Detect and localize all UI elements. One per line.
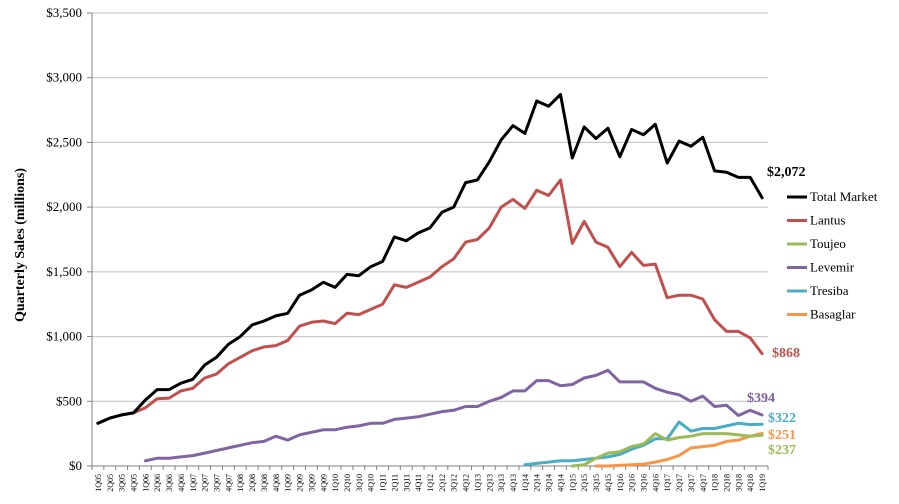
- end-label-tresiba: $322: [768, 411, 796, 426]
- x-tick-label: 3Q07: [213, 474, 222, 492]
- y-tick-label: $1,500: [46, 264, 82, 279]
- x-tick-label: 2Q18: [722, 474, 731, 492]
- x-tick-label: 1Q08: [236, 474, 245, 492]
- x-tick-label: 2Q17: [675, 474, 684, 492]
- x-tick-label: 1Q11: [379, 474, 388, 491]
- x-tick-label: 3Q18: [734, 474, 743, 492]
- y-tick-label: $0: [69, 458, 82, 473]
- x-tick-label: 2Q06: [153, 474, 162, 492]
- x-tick-label: 4Q16: [651, 474, 660, 492]
- series-line-toujeo: [570, 432, 764, 468]
- y-axis-label: Quarterly Sales (millions): [13, 168, 28, 322]
- x-tick-label: 2Q15: [580, 474, 589, 492]
- y-tick-label: $2,500: [46, 134, 82, 149]
- x-tick-label: 1Q10: [331, 474, 340, 492]
- x-tick-label: 1Q07: [189, 474, 198, 492]
- x-tick-label: 3Q11: [402, 474, 411, 491]
- x-tick-label: 3Q15: [592, 474, 601, 492]
- series-line-levemir: [143, 368, 764, 463]
- y-tick-label: $3,500: [46, 5, 82, 20]
- series-line-lantus: [96, 178, 764, 425]
- x-tick-label: 4Q05: [130, 474, 139, 492]
- x-tick-label: 4Q08: [272, 474, 281, 492]
- x-tick-label: 3Q10: [355, 474, 364, 492]
- x-tick-label: 4Q10: [367, 474, 376, 492]
- x-tick-label: 1Q09: [284, 474, 293, 492]
- end-value-labels: $2,072 $868 $237 $394 $322 $251: [747, 165, 806, 458]
- x-tick-label: 4Q11: [414, 474, 423, 491]
- x-tick-label: 3Q08: [260, 474, 269, 492]
- x-tick-label: 4Q09: [319, 474, 328, 492]
- legend-label-toujeo: Toujeo: [810, 236, 846, 251]
- x-tick-label: 3Q16: [639, 474, 648, 492]
- x-tick-label: 2Q12: [438, 474, 447, 492]
- y-tick-label: $500: [56, 393, 82, 408]
- x-tick-label: 1Q14: [521, 474, 530, 492]
- x-tick-label: 2Q13: [485, 474, 494, 492]
- x-tick-label: 4Q12: [462, 474, 471, 492]
- end-label-toujeo: $237: [768, 443, 796, 458]
- x-tick-label: 2Q10: [343, 474, 352, 492]
- x-tick-label: 1Q15: [568, 474, 577, 492]
- x-tick-label: 4Q06: [177, 474, 186, 492]
- x-tick-label: 2Q07: [201, 474, 210, 492]
- axes: $0 $500 $1,000 $1,500 $2,000 $2,500 $3,000 $3,5…: [46, 5, 769, 492]
- grid-lines: [92, 12, 768, 402]
- end-label-basaglar: $251: [768, 428, 796, 443]
- x-tick-label: 1Q06: [141, 474, 150, 492]
- series-line-total-market: [96, 93, 764, 425]
- legend-label-total-market: Total Market: [810, 189, 878, 204]
- x-tick-label: 2Q14: [533, 474, 542, 492]
- x-tick-label: 1Q16: [616, 474, 625, 492]
- x-tick-label: 1Q17: [663, 474, 672, 492]
- x-tick-label: 1Q13: [473, 474, 482, 492]
- x-tick-label: 2Q05: [106, 474, 115, 492]
- series-line-basaglar: [594, 432, 764, 468]
- x-tick-label: 3Q14: [545, 474, 554, 492]
- legend-label-basaglar: Basaglar: [810, 307, 856, 322]
- x-tick-label: 4Q07: [224, 474, 233, 492]
- x-tick-label: 3Q13: [497, 474, 506, 492]
- x-tick-label: 4Q14: [556, 474, 565, 492]
- x-tick-label: 4Q17: [699, 474, 708, 492]
- x-tick-label: 3Q05: [118, 474, 127, 492]
- end-label-levemir: $394: [747, 391, 775, 406]
- y-tick-label: $3,000: [46, 70, 82, 85]
- x-tick-label: 2Q09: [296, 474, 305, 492]
- x-tick-label: 2Q16: [628, 474, 637, 492]
- end-label-lantus: $868: [772, 346, 800, 361]
- y-tick-label: $1,000: [46, 329, 82, 344]
- x-tick-label: 2Q11: [390, 474, 399, 491]
- x-tick-label: 4Q18: [746, 474, 755, 492]
- series-lines: [96, 93, 764, 468]
- x-tick-label: 3Q12: [450, 474, 459, 492]
- x-tick-label: 4Q15: [604, 474, 613, 492]
- y-tick-label: $2,000: [46, 199, 82, 214]
- x-tick-label: 1Q18: [711, 474, 720, 492]
- legend-label-tresiba: Tresiba: [810, 283, 849, 298]
- x-tick-label: 1Q19: [758, 474, 767, 492]
- end-label-total-market: $2,072: [767, 165, 806, 180]
- x-tick-label: 3Q06: [165, 474, 174, 492]
- x-tick-label: 2Q08: [248, 474, 257, 492]
- x-tick-label: 1Q12: [426, 474, 435, 492]
- legend-label-levemir: Levemir: [810, 260, 855, 275]
- legend: Total Market Lantus Toujeo Levemir Tresiba Ba…: [787, 189, 878, 322]
- x-tick-label: 3Q09: [307, 474, 316, 492]
- x-tick-label: 3Q17: [687, 474, 696, 492]
- legend-label-lantus: Lantus: [810, 213, 845, 228]
- x-tick-label: 1Q05: [94, 474, 103, 492]
- x-tick-label: 4Q13: [509, 474, 518, 492]
